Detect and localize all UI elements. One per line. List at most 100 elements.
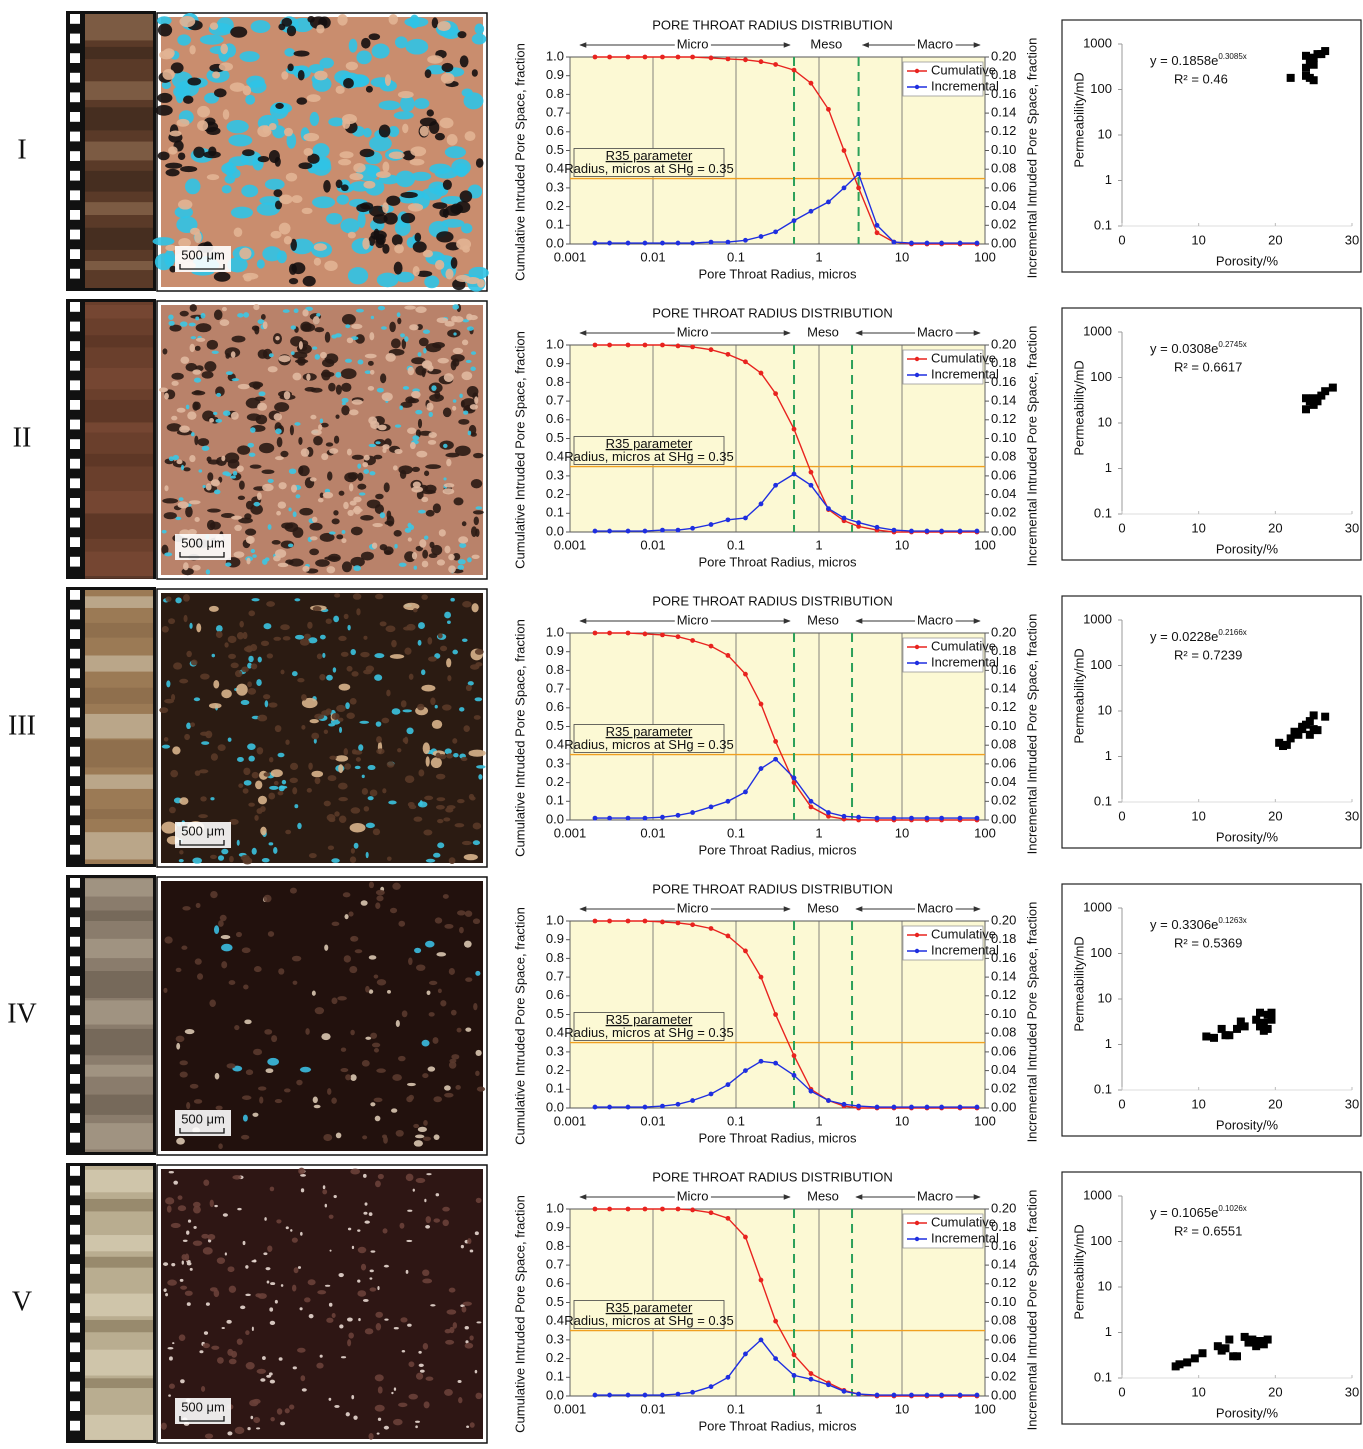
grain: [358, 744, 364, 752]
grain: [300, 1188, 305, 1193]
x-tick-label: 10: [895, 1401, 909, 1416]
grain: [439, 117, 454, 129]
grain: [195, 337, 206, 342]
r35-box: [573, 724, 725, 753]
y2-tick-label: 0.06: [991, 1331, 1016, 1346]
grain: [331, 997, 338, 1005]
grain: [391, 639, 397, 648]
grain: [457, 1380, 462, 1383]
series-line: [595, 920, 977, 1109]
grain: [386, 515, 395, 527]
grain: [328, 1302, 333, 1307]
grain: [376, 736, 382, 743]
grain: [473, 1002, 478, 1011]
grain: [421, 368, 426, 378]
grain: [248, 655, 254, 663]
series-line: [595, 344, 977, 533]
y2-axis-label: Incremental Intruded Pore Space, fractio…: [1024, 614, 1039, 855]
scale-segment: [70, 1113, 80, 1123]
series-point: [708, 55, 714, 61]
series-point: [791, 775, 797, 781]
grain: [351, 399, 363, 405]
grain: [410, 146, 427, 157]
series-point: [625, 1206, 631, 1212]
core-texture: [85, 141, 153, 161]
grain: [415, 1177, 426, 1183]
grain: [297, 1266, 302, 1269]
y-tick-label: 0.1: [1094, 505, 1112, 520]
grain: [198, 769, 209, 774]
legend-label: Cumulative: [931, 638, 996, 653]
grain: [267, 524, 272, 530]
grain: [361, 774, 365, 779]
grain: [199, 1350, 204, 1354]
x-tick-label: 0.01: [640, 1113, 665, 1128]
grain: [451, 315, 458, 323]
grain: [323, 800, 331, 807]
scale-segment: [70, 1381, 80, 1392]
grain: [312, 76, 332, 92]
y2-tick-label: 0.02: [991, 1081, 1016, 1096]
grain: [188, 500, 201, 505]
scale-segment: [70, 746, 80, 757]
y2-tick-label: 0.16: [991, 950, 1016, 965]
grain: [436, 797, 446, 802]
grain: [354, 765, 361, 770]
grain: [289, 424, 294, 436]
grain: [444, 748, 452, 755]
grain: [422, 249, 434, 258]
grain: [404, 336, 409, 342]
grain: [285, 739, 290, 745]
y2-tick-label: 0.18: [991, 67, 1016, 82]
series-point: [642, 1392, 648, 1398]
grain: [157, 23, 173, 37]
scale-segment: [70, 766, 80, 777]
grain: [404, 775, 415, 783]
series-line: [595, 473, 977, 532]
grain: [309, 477, 317, 482]
grain: [391, 1391, 394, 1395]
series-point: [625, 54, 631, 60]
grain: [413, 1140, 423, 1147]
grain: [207, 508, 221, 513]
grain: [393, 261, 403, 275]
grain: [393, 1387, 397, 1391]
grain: [179, 797, 189, 805]
r35-title: R35 parameter: [606, 148, 693, 163]
grain: [327, 1088, 332, 1095]
grain: [230, 206, 253, 219]
series-point: [690, 1098, 696, 1103]
grain: [242, 149, 255, 157]
grain: [327, 553, 341, 562]
grain: [454, 823, 465, 828]
grain: [459, 190, 473, 203]
grain: [394, 424, 402, 428]
grain: [353, 842, 359, 849]
grain: [319, 1354, 323, 1358]
grain: [323, 1134, 333, 1142]
series-point: [758, 370, 764, 376]
grain: [220, 513, 235, 518]
grain: [176, 1137, 185, 1145]
grain: [241, 666, 249, 673]
scatter-point: [1286, 73, 1295, 82]
grain: [441, 62, 454, 73]
series-point: [743, 57, 748, 63]
grain: [281, 522, 294, 530]
y2-tick-label: 0.10: [991, 1294, 1016, 1309]
grain: [290, 1229, 293, 1232]
y-tick-label: 0.1: [546, 1081, 564, 1096]
grain: [368, 235, 376, 246]
legend-label: Cumulative: [931, 1214, 996, 1229]
series-point: [974, 1104, 980, 1110]
scale-segment: [70, 878, 80, 888]
series-point: [743, 1068, 748, 1073]
series-point: [841, 185, 847, 191]
grain: [184, 733, 190, 741]
grain: [248, 610, 256, 617]
x-tick-label: 20: [1268, 1384, 1282, 1399]
grain: [392, 1074, 402, 1081]
grain: [459, 542, 467, 548]
series-point: [791, 218, 797, 224]
grain: [226, 1319, 232, 1324]
